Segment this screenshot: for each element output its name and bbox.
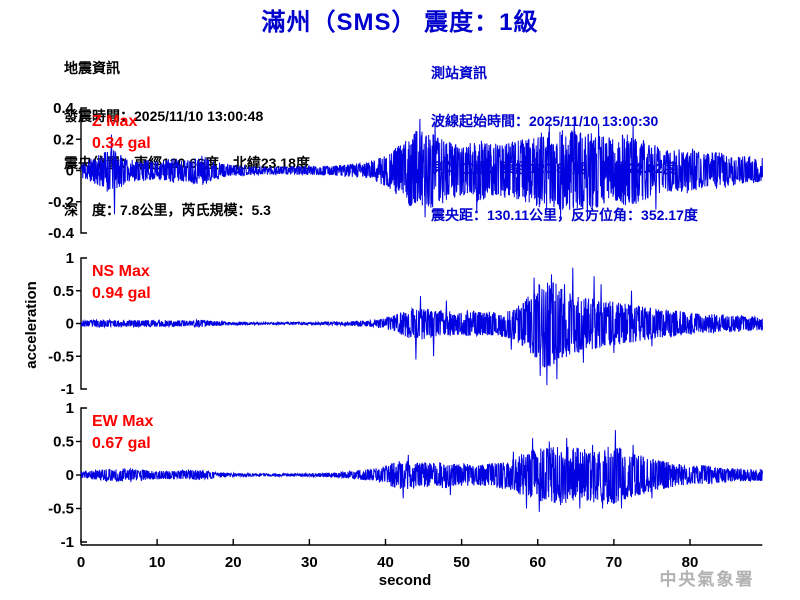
z-max-value: 0.34 gal (92, 135, 151, 152)
agency-watermark: 中央氣象署 (660, 569, 755, 589)
x-axis-title: second (379, 572, 432, 589)
ns-max-value: 0.94 gal (92, 285, 151, 302)
y-axis-title: acceleration (23, 281, 40, 369)
x-tick-label: 0 (77, 554, 85, 571)
y-tick-label: 0.5 (53, 434, 74, 451)
page-title: 滿州（SMS） 震度：1級 (261, 9, 539, 36)
earthquake-info-heading: 地震資訊 (64, 60, 120, 77)
x-tick-label: 80 (682, 554, 699, 571)
x-tick-label: 10 (149, 554, 166, 571)
earthquake-origin-time: 發震時間：2025/11/10 13:00:48 (64, 107, 264, 124)
x-tick-label: 50 (453, 554, 470, 571)
y-tick-label: 0.2 (53, 131, 74, 148)
waveform-z (80, 117, 763, 219)
x-tick-label: 60 (529, 554, 546, 571)
y-axes: 0.4 0.2 0 -0.2 -0.4 1 0.5 0 -0.5 -1 1 0.5 0 -0.5 -1 (48, 100, 87, 551)
y-tick-label: 0.4 (53, 100, 75, 117)
y-tick-label: -0.4 (48, 225, 75, 242)
ns-max-label: NS Max (92, 263, 150, 280)
y-tick-label: -1 (61, 534, 74, 551)
y-tick-label: 0.5 (53, 283, 74, 300)
x-axis: 0 10 20 30 40 50 60 70 80 (77, 539, 763, 571)
earthquake-depth-magnitude: 深 度：7.8公里，芮氏規模：5.3 (64, 201, 271, 218)
y-tick-label: 1 (66, 250, 74, 267)
ew-max-value: 0.67 gal (92, 435, 151, 452)
y-tick-label: -0.2 (48, 194, 74, 211)
waveform-ew (80, 430, 763, 512)
y-tick-label: -0.5 (48, 501, 74, 518)
x-tick-label: 20 (225, 554, 242, 571)
x-tick-label: 30 (301, 554, 318, 571)
waveform-ns (80, 267, 763, 386)
y-tick-label: 1 (66, 400, 74, 417)
waveforms (80, 117, 763, 512)
y-tick-label: 0 (66, 163, 74, 180)
station-info-heading: 測站資訊 (431, 65, 487, 82)
y-tick-label: 0 (66, 467, 74, 484)
z-max-label: Z Max (92, 113, 137, 130)
y-tick-label: -1 (61, 381, 74, 398)
ew-max-label: EW Max (92, 413, 153, 430)
y-tick-label: -0.5 (48, 348, 74, 365)
y-tick-label: 0 (66, 316, 74, 333)
x-tick-label: 40 (377, 554, 394, 571)
station-epicentral-distance: 震央距：130.11公里，反方位角：352.17度 (431, 206, 698, 223)
station-wave-start-time: 波線起始時間：2025/11/10 13:00:30 (431, 112, 659, 129)
x-tick-label: 70 (606, 554, 623, 571)
